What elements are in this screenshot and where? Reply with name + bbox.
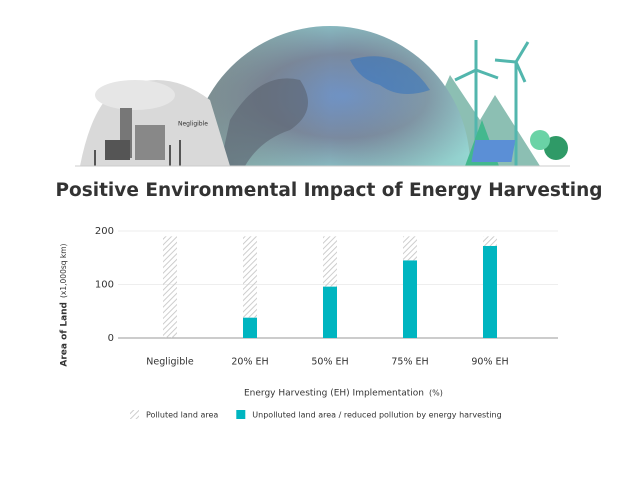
y-tick-label: 200 — [95, 226, 114, 237]
y-axis-label: Area of Land (x1,000sq km) — [59, 243, 70, 366]
illustration: Negligible — [75, 26, 570, 167]
y-label: Area of Land — [60, 302, 70, 367]
chart-title: Positive Environmental Impact of Energy … — [55, 180, 602, 201]
x-tick-label: 75% EH — [391, 357, 428, 368]
bar-segment — [483, 236, 497, 246]
x-tick-label: Negligible — [146, 357, 194, 368]
bar-segment — [403, 260, 417, 338]
x-label: Energy Harvesting (EH) Implementation — [244, 389, 424, 399]
bar-segment — [403, 236, 417, 261]
bar-segment — [323, 286, 337, 338]
bar-segment — [483, 245, 497, 338]
illustration-label: Negligible — [178, 121, 208, 128]
bar-segment — [243, 236, 257, 318]
x-tick-label: 20% EH — [231, 357, 268, 368]
legend-label: Unpolluted land area / reduced pollution… — [252, 411, 501, 420]
legend-swatch — [130, 410, 139, 419]
legend-swatch — [236, 410, 246, 419]
x-tick-label: 50% EH — [311, 357, 348, 368]
bar-segment — [323, 236, 337, 287]
bar-segment — [243, 317, 257, 338]
y-tick-label: 100 — [95, 280, 114, 291]
bar-segment — [163, 236, 177, 338]
x-tick-label: 90% EH — [471, 357, 508, 368]
x-label-unit: (%) — [429, 389, 443, 398]
y-label-unit: (x1,000sq km) — [59, 243, 68, 298]
legend-label: Polluted land area — [146, 411, 218, 420]
y-tick-label: 0 — [108, 333, 114, 344]
